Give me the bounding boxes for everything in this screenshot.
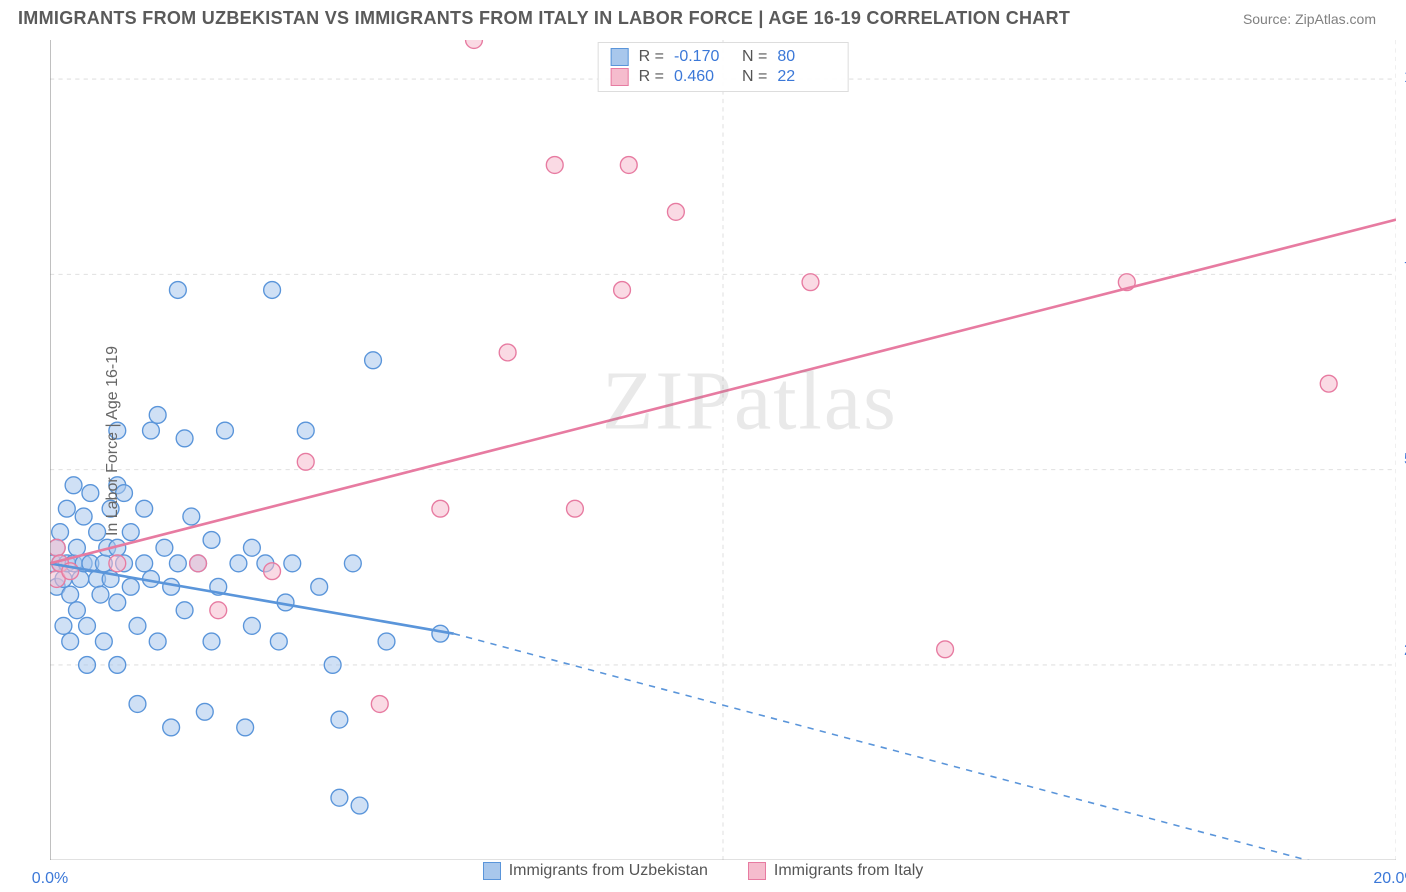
bottom-legend: Immigrants from Uzbekistan Immigrants fro… [0,862,1406,880]
swatch-icon [483,862,501,880]
y-axis-label: In Labor Force | Age 16-19 [104,346,122,536]
chart-title: IMMIGRANTS FROM UZBEKISTAN VS IMMIGRANTS… [18,8,1070,29]
stats-legend: R = -0.170 N = 80 R = 0.460 N = 22 [598,42,849,92]
swatch-icon [611,48,629,66]
stat-row: R = -0.170 N = 80 [611,47,836,67]
source-label: Source: ZipAtlas.com [1243,11,1376,27]
header: IMMIGRANTS FROM UZBEKISTAN VS IMMIGRANTS… [0,0,1406,29]
stat-row: R = 0.460 N = 22 [611,67,836,87]
legend-label: Immigrants from Uzbekistan [509,862,708,880]
chart-area: In Labor Force | Age 16-19 0.0%20.0% 25.… [50,40,1396,842]
scatter-plot [50,40,1396,860]
legend-label: Immigrants from Italy [774,862,923,880]
swatch-icon [611,68,629,86]
legend-item: Immigrants from Italy [748,862,923,880]
swatch-icon [748,862,766,880]
legend-item: Immigrants from Uzbekistan [483,862,708,880]
